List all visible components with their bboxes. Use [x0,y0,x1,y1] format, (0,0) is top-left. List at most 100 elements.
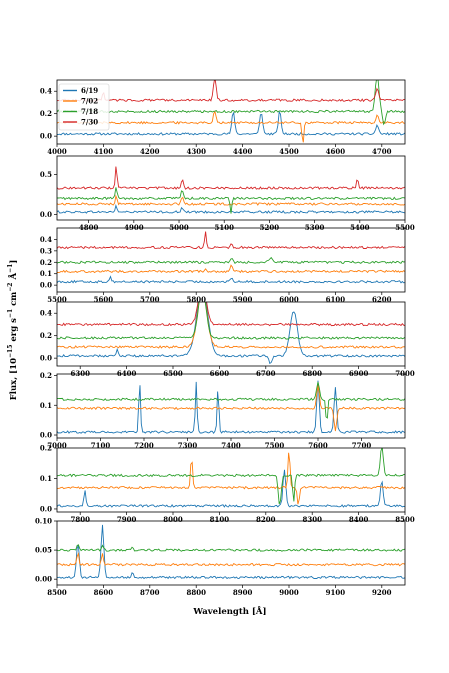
y-tick-label: 0.05 [35,546,52,555]
panel-1: 4000 4100 4200 4300 4400 4500 4600 4700 0.0 0.2 0.… [40,79,406,156]
x-tick-label: 8500 [395,515,415,524]
x-tick-label: 6700 [256,369,276,378]
x-tick-label: 8500 [47,588,67,597]
x-tick-label: 4800 [79,223,99,232]
y-tick-label: 0.4 [40,309,52,318]
series-line-7-02 [57,452,405,505]
series-line-7-02 [57,552,405,567]
x-tick-label: 7200 [134,441,154,450]
series-line-6-19 [57,524,405,580]
series-line-7-02 [57,110,405,143]
x-tick-label: 7300 [178,441,198,450]
y-tick-label: 0.4 [40,87,52,96]
x-tick-label: 5600 [94,295,114,304]
x-tick-label: 6000 [279,295,299,304]
panel-2: 4800 4900 5000 5100 5200 5300 5400 5500 0.0 0.5 [40,155,415,232]
x-tick-label: 5000 [169,223,189,232]
plot-frame [56,155,406,221]
y-tick-label: 0.0 [40,281,52,290]
legend-label: 7/30 [81,118,98,127]
y-tick-label: 0.1 [40,401,52,410]
series-line-7-18 [57,302,405,340]
x-tick-label: 7900 [117,515,137,524]
x-tick-label: 4600 [326,147,346,156]
x-tick-label: 6300 [70,369,90,378]
series-line-6-19 [57,110,405,136]
series-line-7-30 [57,80,405,103]
x-tick-label: 9000 [279,588,299,597]
x-tick-label: 5700 [140,295,160,304]
y-tick-label: 0.3 [40,246,52,255]
y-tick-label: 0.2 [40,331,52,340]
y-tick-label: 0.4 [40,235,52,244]
series-line-7-18 [57,256,405,265]
x-tick-label: 4500 [279,147,299,156]
y-tick-label: 0.0 [40,504,52,513]
series-line-6-19 [57,469,405,508]
x-tick-label: 4700 [372,147,392,156]
legend-label: 7/02 [81,97,98,106]
legend-label: 6/19 [81,86,98,95]
series-line-7-18 [57,382,405,419]
x-tick-label: 6800 [302,369,322,378]
x-tick-label: 4100 [94,147,114,156]
y-tick-label: 0.0 [40,354,52,363]
y-tick-label: 0.0 [40,132,52,141]
legend: 6/19 7/027/18 7/30 [58,83,110,131]
series-line-7-02 [57,385,405,432]
x-tick-label: 5800 [186,295,206,304]
y-tick-label: 0.1 [40,269,52,278]
x-tick-label: 8000 [163,515,183,524]
panel-4: 6300 6400 6500 6600 6700 6800 6900 7000 0.0 0.2 0.… [40,301,415,378]
series-line-7-18 [57,448,405,505]
x-tick-label: 6900 [349,369,369,378]
x-tick-label: 6600 [210,369,230,378]
panel-3: 5500 5600 5700 5800 5900 6000 6100 6200 0.0 0.1 0.… [40,227,406,304]
x-tick-label: 7000 [47,441,67,450]
x-tick-label: 8200 [256,515,276,524]
y-tick-label: 0.0 [40,431,52,440]
x-tick-label: 5200 [260,223,280,232]
x-tick-label: 6500 [163,369,183,378]
panels: 4000 4100 4200 4300 4400 4500 4600 4700 0.0 0.2 0.… [35,79,415,597]
plot-frame [56,301,406,367]
series-line-7-02 [57,194,405,206]
x-tick-label: 8300 [302,515,322,524]
x-tick-label: 5500 [47,295,67,304]
y-tick-label: 0.1 [40,474,52,483]
x-tick-label: 7500 [265,441,285,450]
plot-frame [56,227,406,293]
x-tick-label: 8700 [140,588,160,597]
panel-7: 8500 8600 8700 8800 8900 9000 9100 9200 0.00 0.05… [35,517,406,597]
x-tick-label: 7600 [308,441,328,450]
series-line-7-02 [57,302,405,349]
series-line-7-02 [57,264,405,274]
legend-label: 7/18 [81,107,98,116]
y-tick-label: 0.5 [40,170,52,179]
x-tick-label: 7000 [395,369,415,378]
y-tick-label: 0.2 [40,444,52,453]
y-tick-label: 0.10 [35,517,52,526]
x-tick-label: 8400 [349,515,369,524]
y-tick-label: 0.00 [35,575,52,584]
series-line-7-30 [57,231,405,250]
x-tick-label: 4900 [124,223,144,232]
plot-frame [56,447,406,513]
x-tick-label: 4200 [140,147,160,156]
series-line-7-18 [57,544,405,552]
x-tick-label: 5500 [395,223,415,232]
x-tick-label: 4000 [47,147,67,156]
plot-frame [56,79,406,145]
x-tick-label: 5900 [233,295,253,304]
x-axis-label: Wavelength [Å] [192,605,266,617]
x-tick-label: 8600 [94,588,114,597]
x-tick-label: 4400 [233,147,253,156]
series-line-7-18 [57,80,405,126]
x-tick-label: 7800 [70,515,90,524]
series-line-6-19 [57,275,405,284]
y-tick-label: 0.2 [40,371,52,380]
series-line-6-19 [57,302,405,365]
x-tick-label: 8100 [210,515,230,524]
x-tick-label: 6400 [117,369,137,378]
